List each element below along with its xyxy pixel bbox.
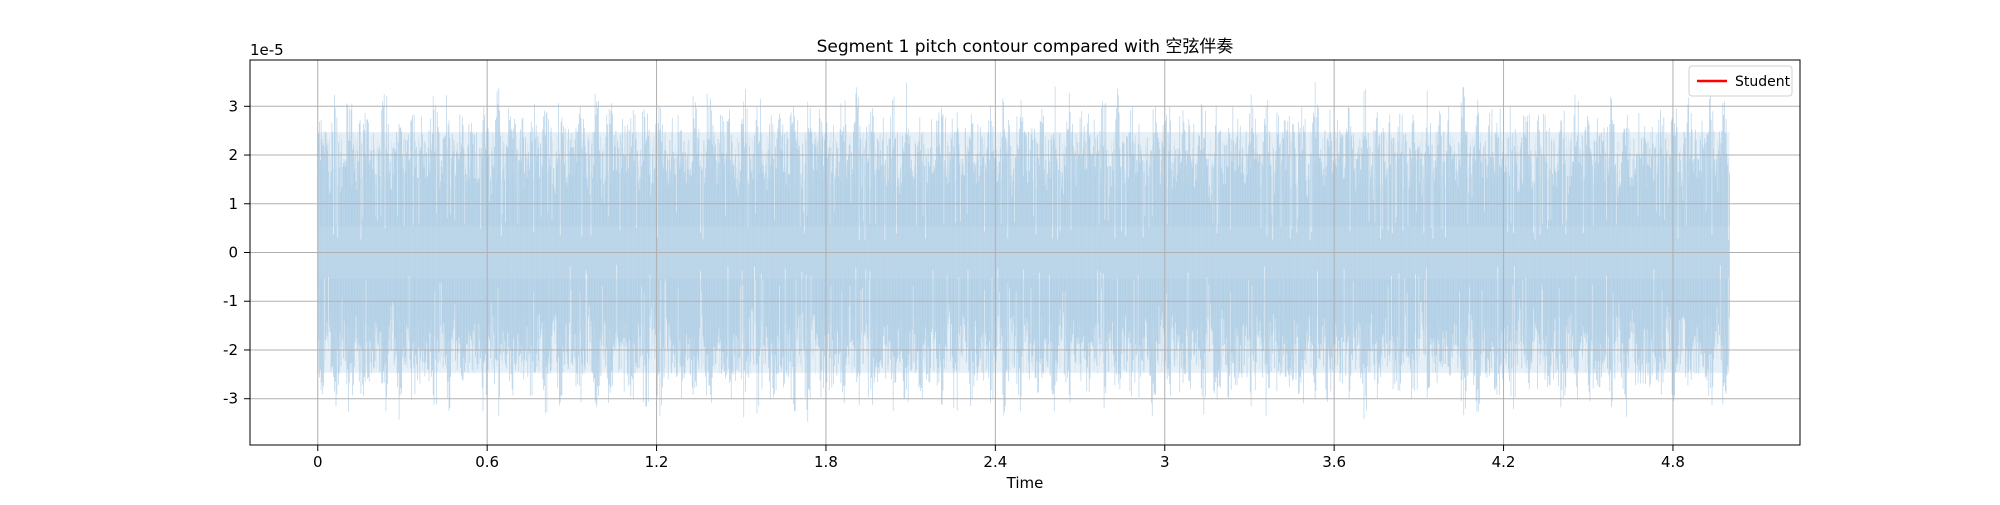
x-tick-label: 0 bbox=[313, 453, 323, 471]
y-tick-label: -1 bbox=[223, 292, 238, 310]
legend-box bbox=[1688, 65, 1793, 97]
x-tick-label: 1.8 bbox=[814, 453, 838, 471]
x-tick-label: 4.2 bbox=[1492, 453, 1516, 471]
y-tick-label: -2 bbox=[223, 341, 238, 359]
legend-label: Student bbox=[1735, 74, 1791, 90]
x-tick-label: 3.6 bbox=[1322, 453, 1346, 471]
legend: Student bbox=[1688, 65, 1793, 97]
x-tick-label: 0.6 bbox=[475, 453, 499, 471]
chart-title: Segment 1 pitch contour compared with 空弦… bbox=[817, 37, 1234, 57]
y-tick-label: 1 bbox=[228, 195, 238, 213]
grid bbox=[250, 60, 1800, 445]
y-tick-label: -3 bbox=[223, 390, 238, 408]
x-axis-label: Time bbox=[1006, 474, 1044, 492]
audio-waveform bbox=[317, 82, 1730, 422]
y-tick-label: 2 bbox=[228, 146, 238, 164]
y-tick-label: 3 bbox=[228, 97, 238, 115]
y-axis-offset-label: 1e-5 bbox=[250, 41, 284, 59]
x-tick-label: 3 bbox=[1160, 453, 1170, 471]
y-tick-label: 0 bbox=[228, 244, 238, 262]
x-tick-label: 2.4 bbox=[983, 453, 1007, 471]
y-axis-ticks: -3 -2 -1 0 1 2 3 bbox=[223, 97, 250, 408]
x-tick-label: 1.2 bbox=[645, 453, 669, 471]
x-axis-ticks: 0 0.6 1.2 1.8 2.4 3 3.6 4.2 4.8 bbox=[313, 445, 1685, 471]
x-tick-label: 4.8 bbox=[1661, 453, 1685, 471]
